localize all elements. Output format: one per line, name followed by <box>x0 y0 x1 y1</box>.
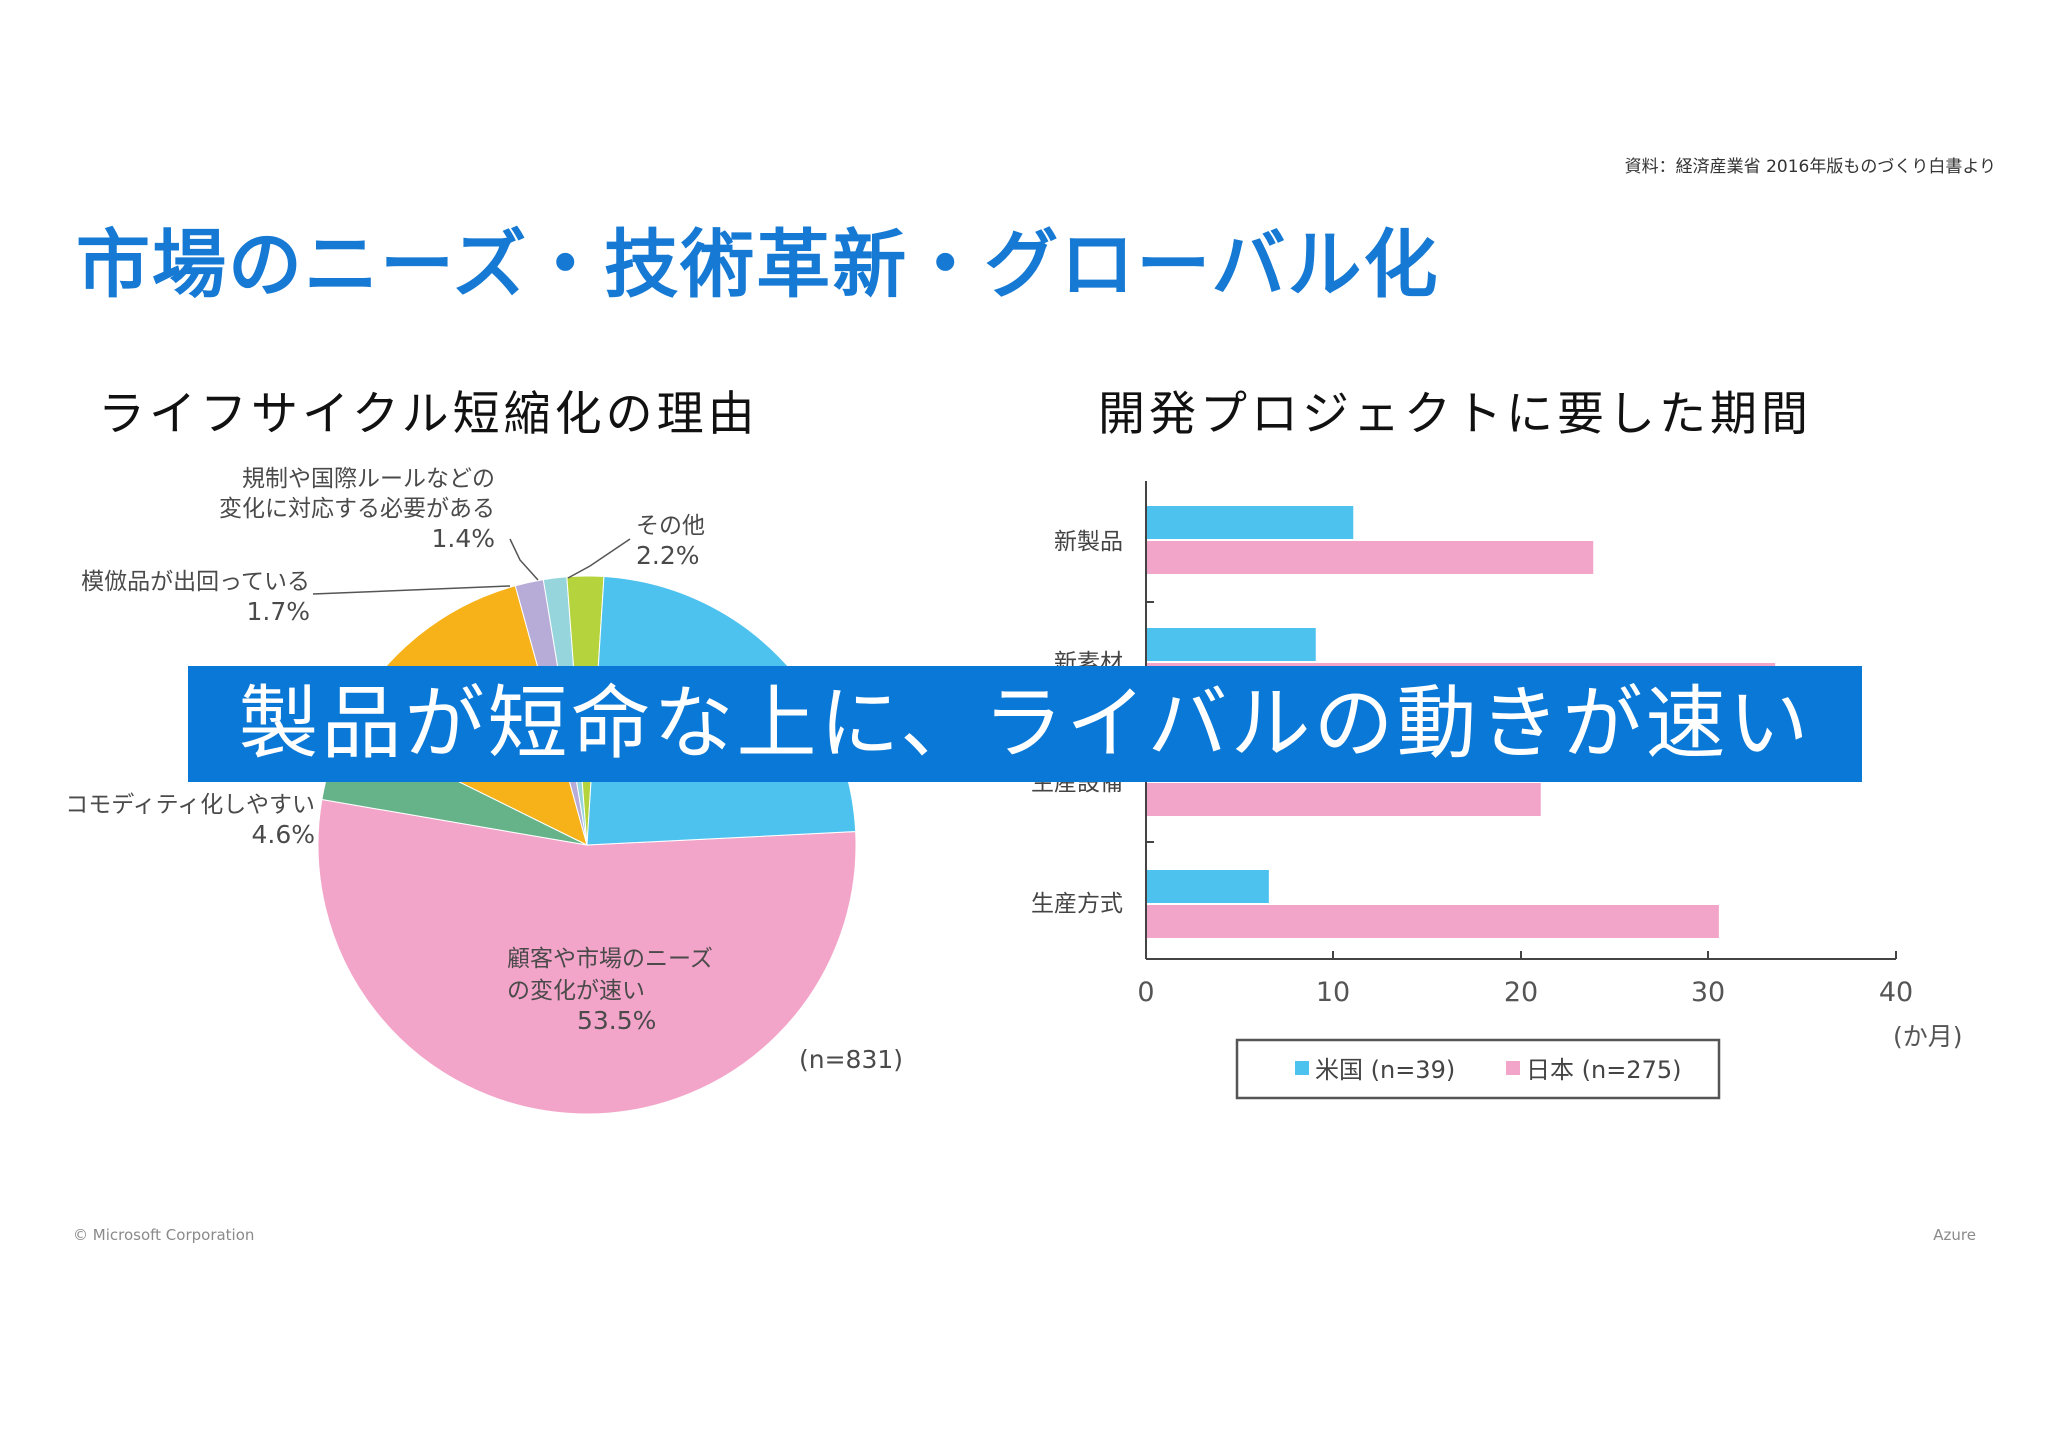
legend-box <box>1235 1038 1721 1100</box>
pie-chart-title: ライフサイクル短縮化の理由 <box>98 387 759 442</box>
pie-label-needs-line2: の変化が速い <box>507 978 645 1004</box>
x-tick-label-40: 40 <box>1879 977 1913 1008</box>
legend-label-us: 米国 (n=39) <box>1315 1056 1455 1084</box>
pie-label-regulation-value: 1.4% <box>431 524 495 553</box>
bar-japan-2 <box>1147 783 1541 816</box>
x-tick-label-30: 30 <box>1691 977 1725 1008</box>
bar-chart-title: 開発プロジェクトに要した期間 <box>1098 387 1812 442</box>
bar-us-1 <box>1147 628 1316 661</box>
bar-x-tick-labels: 0 10 20 30 40 <box>1137 977 1913 1008</box>
leader-line-other <box>567 538 631 579</box>
x-tick-label-20: 20 <box>1504 977 1538 1008</box>
source-note: 資料：経済産業省 2016年版ものづくり白書より <box>1624 157 1996 177</box>
slide-title: 市場のニーズ・技術革新・グローバル化 <box>76 222 1440 308</box>
category-label-new-product: 新製品 <box>1054 529 1123 555</box>
pie-label-other-line1: その他 <box>636 513 705 539</box>
pie-leader-lines <box>312 538 631 595</box>
pie-label-commodity-line1: コモディティ化しやすい <box>65 792 315 818</box>
pie-label-imitation-line1: 模倣品が出回っている <box>81 569 310 595</box>
pie-label-commodity-value: 4.6% <box>251 820 315 849</box>
bar-legend: 米国 (n=39) 日本 (n=275) <box>1235 1038 1721 1100</box>
leader-line-regulation <box>509 538 539 581</box>
x-tick-label-0: 0 <box>1137 977 1154 1008</box>
legend-swatch-japan <box>1506 1061 1520 1075</box>
message-banner: 製品が短命な上に、ライバルの動きが速い <box>188 666 1862 782</box>
legend-swatch-us <box>1295 1061 1309 1075</box>
x-tick-label-10: 10 <box>1316 977 1350 1008</box>
legend-label-japan: 日本 (n=275) <box>1526 1056 1681 1084</box>
category-label-production-method: 生産方式 <box>1031 891 1123 917</box>
pie-label-needs-line1: 顧客や市場のニーズ <box>507 946 713 972</box>
pie-label-other-value: 2.2% <box>636 541 700 570</box>
leader-line-imitation <box>312 585 511 595</box>
x-axis-unit: (か月) <box>1893 1022 1963 1051</box>
pie-label-regulation-line1: 規制や国際ルールなどの <box>242 466 495 492</box>
pie-label-needs-value: 53.5% <box>577 1006 656 1035</box>
pie-label-imitation-value: 1.7% <box>246 597 310 626</box>
bar-japan-0 <box>1147 541 1594 574</box>
bar-japan-3 <box>1147 905 1719 938</box>
copyright-footer: © Microsoft Corporation <box>73 1226 255 1244</box>
pie-slice-0 <box>317 798 857 1115</box>
pie-labels: 顧客や市場のニーズ の変化が速い 53.5% コモディティ化しやすい 4.6% … <box>65 466 903 1074</box>
bar-us-3 <box>1147 870 1269 903</box>
bar-us-0 <box>1147 506 1354 539</box>
brand-footer: Azure <box>1933 1226 1976 1244</box>
pie-label-regulation-line2: 変化に対応する必要がある <box>219 496 495 522</box>
pie-sample-size: (n=831) <box>799 1045 903 1074</box>
